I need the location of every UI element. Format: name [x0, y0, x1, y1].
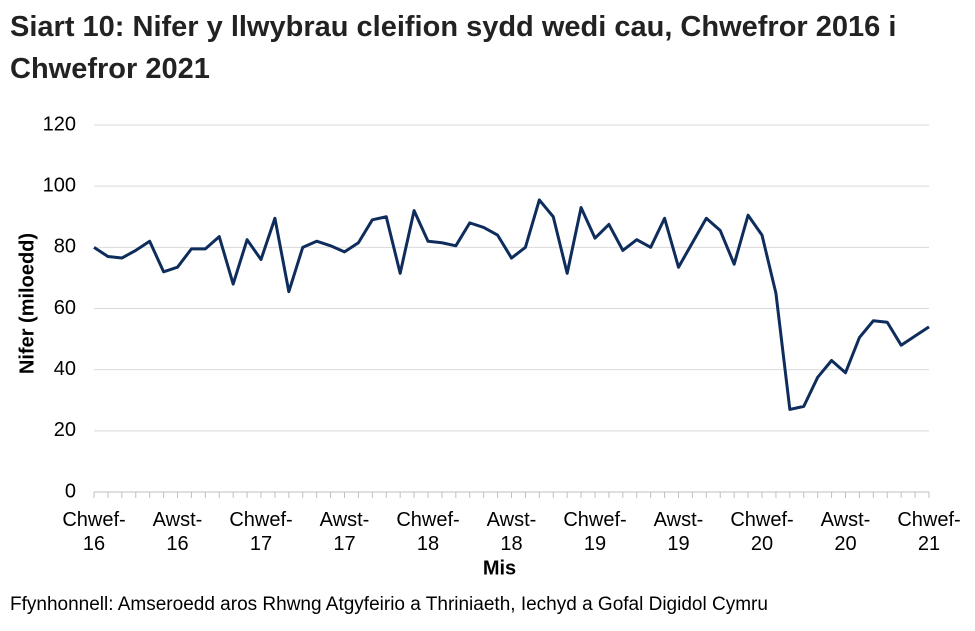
x-tick-label: Awst-18	[486, 509, 537, 555]
y-axis-label: Nifer (miloedd)	[16, 233, 38, 374]
x-tick-label: Chwef-17	[229, 509, 293, 555]
x-tick-label: Awst-20	[820, 509, 871, 555]
y-tick-label: 120	[43, 113, 76, 135]
y-tick-label: 100	[43, 174, 76, 196]
x-tick-label: Chwef-16	[62, 509, 126, 555]
x-tick-label: Chwef-21	[897, 509, 961, 555]
source-note: Ffynhonnell: Amseroedd aros Rhwng Atgyfe…	[10, 594, 768, 615]
y-tick-label: 60	[54, 297, 76, 319]
y-tick-label: 40	[54, 358, 76, 380]
x-tick-label: Chwef-20	[730, 509, 794, 555]
x-tick-label: Awst-16	[152, 509, 203, 555]
y-tick-label: 80	[54, 236, 76, 258]
x-tick-label: Chwef-19	[563, 509, 627, 555]
x-tick-label: Chwef-18	[396, 509, 460, 555]
x-tick-label: Awst-19	[653, 509, 704, 555]
data-line	[93, 198, 930, 411]
y-tick-label: 0	[65, 480, 76, 502]
y-tick-label: 20	[54, 419, 76, 441]
chart-title: Siart 10: Nifer y llwybrau cleifion sydd…	[10, 11, 897, 85]
x-axis-label: Mis	[483, 557, 516, 579]
x-tick-label: Awst-17	[319, 509, 370, 555]
